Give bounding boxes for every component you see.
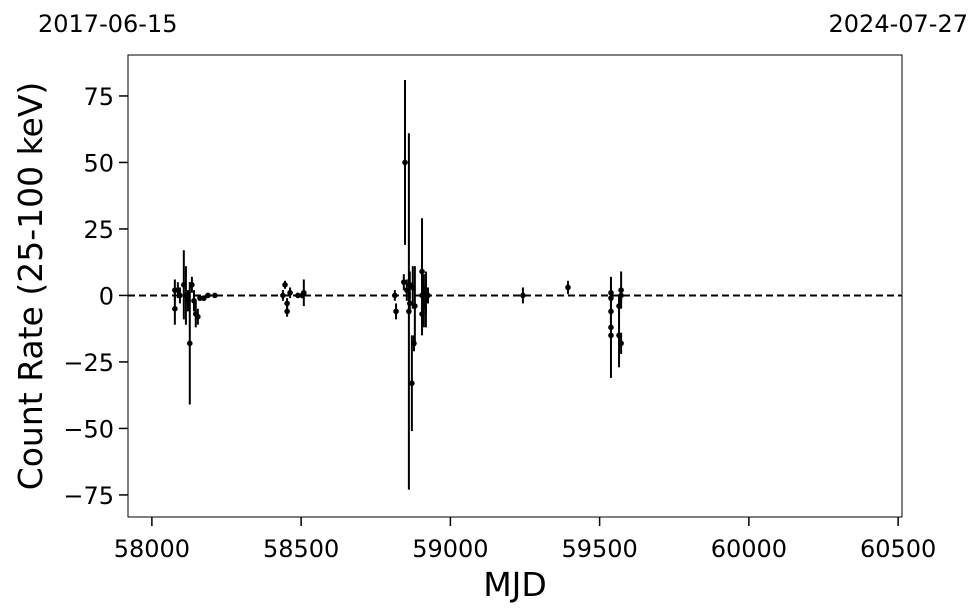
data-point bbox=[406, 308, 412, 315]
data-point bbox=[616, 303, 622, 309]
data-point bbox=[201, 295, 207, 301]
y-tick-label: −75 bbox=[63, 482, 114, 510]
x-tick-label: 58000 bbox=[114, 535, 190, 563]
data-point bbox=[287, 289, 293, 296]
data-point bbox=[423, 297, 429, 304]
data-point bbox=[295, 292, 301, 299]
data-point bbox=[191, 297, 197, 304]
x-tick-label: 60500 bbox=[860, 535, 936, 563]
data-point bbox=[181, 282, 187, 288]
x-tick-label: 59500 bbox=[561, 535, 637, 563]
data-point bbox=[608, 289, 614, 296]
data-point bbox=[175, 287, 181, 293]
data-point bbox=[393, 308, 399, 315]
x-tick-label: 59000 bbox=[412, 535, 488, 563]
data-point bbox=[608, 295, 614, 301]
data-point bbox=[618, 287, 624, 293]
data-point bbox=[608, 332, 614, 339]
data-point bbox=[520, 292, 526, 299]
data-point bbox=[282, 282, 288, 288]
data-point bbox=[172, 305, 178, 312]
data-point bbox=[425, 292, 431, 299]
data-point bbox=[185, 297, 191, 304]
data-point bbox=[280, 292, 286, 299]
x-axis-label: MJD bbox=[483, 565, 547, 604]
data-point bbox=[565, 284, 571, 291]
date-end: 2024-07-27 bbox=[829, 10, 968, 38]
data-point bbox=[186, 340, 193, 347]
data-point bbox=[608, 324, 614, 331]
x-tick-label: 58500 bbox=[263, 535, 339, 563]
data-point bbox=[411, 340, 417, 347]
y-tick-label: 0 bbox=[99, 282, 114, 310]
data-point bbox=[177, 292, 183, 299]
data-point bbox=[195, 313, 201, 320]
date-start: 2017-06-15 bbox=[38, 10, 177, 38]
data-point bbox=[403, 287, 410, 293]
data-point bbox=[284, 308, 290, 315]
data-point bbox=[419, 311, 425, 317]
data-point bbox=[419, 268, 425, 275]
data-point bbox=[284, 300, 290, 307]
data-point bbox=[409, 380, 415, 387]
data-point bbox=[608, 308, 614, 315]
y-tick-label: 25 bbox=[83, 216, 114, 244]
data-point bbox=[402, 159, 408, 166]
data-point bbox=[205, 292, 211, 299]
data-point bbox=[183, 292, 189, 299]
data-point bbox=[406, 300, 413, 307]
y-tick-label: 75 bbox=[83, 83, 114, 111]
data-point bbox=[412, 303, 418, 309]
data-point bbox=[409, 284, 416, 291]
data-point bbox=[618, 340, 624, 347]
y-tick-label: −25 bbox=[63, 349, 114, 377]
y-axis-label: Count Rate (25-100 keV) bbox=[11, 82, 50, 491]
y-tick-label: 50 bbox=[83, 149, 114, 177]
plot-frame bbox=[127, 54, 903, 518]
data-point bbox=[421, 303, 427, 309]
y-tick-label: −50 bbox=[63, 415, 114, 443]
data-point bbox=[189, 282, 195, 288]
x-tick-label: 60000 bbox=[711, 535, 787, 563]
data-point bbox=[197, 295, 203, 301]
data-point bbox=[392, 292, 398, 299]
data-point bbox=[616, 332, 622, 339]
data-point bbox=[401, 279, 407, 285]
data-point bbox=[301, 289, 307, 296]
data-point bbox=[212, 292, 218, 299]
data-point bbox=[618, 292, 624, 299]
